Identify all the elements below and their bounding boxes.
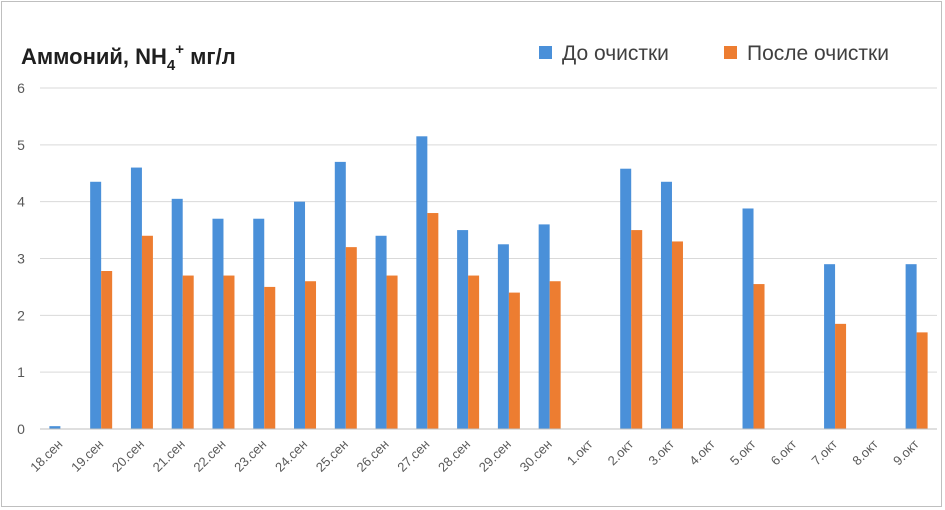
x-tick-label: 30.сен: [517, 437, 555, 475]
x-tick-label: 27.сен: [394, 437, 432, 475]
x-tick-label: 8.окт: [849, 436, 881, 468]
bars: [49, 136, 928, 430]
x-tick-label: 28.сен: [435, 437, 473, 475]
bar-before-2.окт: [620, 168, 632, 429]
bar-before-7.окт: [824, 264, 836, 429]
bar-after-30.сен: [549, 281, 561, 429]
x-tick-label: 1.окт: [564, 436, 596, 468]
x-tick-label: 25.сен: [313, 437, 351, 475]
legend-label-after: После очистки: [747, 42, 889, 65]
bar-after-22.сен: [223, 275, 235, 429]
bar-before-27.сен: [416, 136, 428, 429]
chart-title-unit: мг/л: [184, 44, 236, 69]
y-tick-label: 2: [17, 307, 25, 323]
chart-title-superscript: +: [175, 41, 184, 58]
bar-after-9.окт: [916, 332, 928, 429]
bar-before-20.сен: [130, 167, 142, 430]
bar-before-19.сен: [90, 181, 102, 429]
bar-after-25.сен: [345, 247, 357, 429]
bar-after-27.сен: [427, 213, 439, 429]
x-axis: 18.сен 19.сен 20.сен 21.сен 22.сен 23.сен 24.с…: [27, 436, 921, 474]
bar-after-5.окт: [753, 284, 765, 429]
bar-before-9.окт: [905, 264, 917, 429]
x-tick-label: 22.сен: [190, 437, 228, 475]
x-tick-label: 6.окт: [768, 436, 800, 468]
bar-before-18.сен: [49, 426, 61, 429]
chart-title: Аммоний, NH4+ мг/л: [21, 41, 236, 74]
legend: До очистки После очистки: [539, 42, 889, 65]
x-tick-label: 9.окт: [890, 436, 922, 468]
x-tick-label: 7.окт: [808, 436, 840, 468]
chart-title-subscript: 4: [167, 57, 176, 74]
bar-after-3.окт: [671, 241, 683, 429]
bar-after-23.сен: [264, 286, 276, 429]
legend-label-before: До очистки: [562, 42, 669, 65]
bar-after-24.сен: [305, 281, 317, 429]
y-tick-label: 4: [17, 194, 25, 210]
bar-after-29.сен: [508, 292, 520, 429]
bar-before-5.окт: [742, 208, 754, 429]
bar-before-26.сен: [375, 235, 387, 429]
legend-swatch-after: [724, 46, 737, 59]
y-tick-label: 3: [17, 251, 25, 267]
bar-before-21.сен: [171, 198, 183, 429]
x-tick-label: 29.сен: [476, 437, 514, 475]
x-tick-label: 2.окт: [605, 436, 637, 468]
y-tick-label: 6: [17, 80, 25, 96]
x-tick-label: 23.сен: [231, 437, 269, 475]
bar-before-24.сен: [294, 201, 306, 429]
bar-before-28.сен: [457, 230, 469, 429]
bar-before-3.окт: [660, 181, 672, 429]
y-tick-label: 1: [17, 364, 25, 380]
x-tick-label: 20.сен: [109, 437, 147, 475]
x-tick-label: 4.окт: [686, 436, 718, 468]
bar-after-2.окт: [631, 230, 643, 429]
chart-title-main: Аммоний, NH: [21, 44, 167, 69]
bar-after-19.сен: [101, 271, 113, 429]
y-axis: 0 1 2 3 4 5 6: [17, 80, 25, 437]
bar-before-23.сен: [253, 218, 265, 429]
x-tick-label: 18.сен: [27, 437, 65, 475]
x-tick-label: 24.сен: [272, 437, 310, 475]
x-tick-label: 21.сен: [150, 437, 188, 475]
bar-after-21.сен: [182, 275, 194, 429]
bar-before-29.сен: [497, 244, 509, 429]
x-tick-label: 19.сен: [68, 437, 106, 475]
bar-after-7.окт: [835, 323, 847, 429]
bar-before-30.сен: [538, 224, 550, 429]
x-tick-label: 26.сен: [354, 437, 392, 475]
x-tick-label: 5.окт: [727, 436, 759, 468]
y-tick-label: 0: [17, 421, 25, 437]
bar-after-20.сен: [141, 235, 153, 429]
legend-swatch-before: [539, 46, 552, 59]
bar-after-28.сен: [468, 275, 480, 429]
bar-after-26.сен: [386, 275, 398, 429]
bar-before-25.сен: [334, 161, 346, 429]
bar-before-22.сен: [212, 218, 224, 429]
y-tick-label: 5: [17, 137, 25, 153]
x-tick-label: 3.окт: [645, 436, 677, 468]
